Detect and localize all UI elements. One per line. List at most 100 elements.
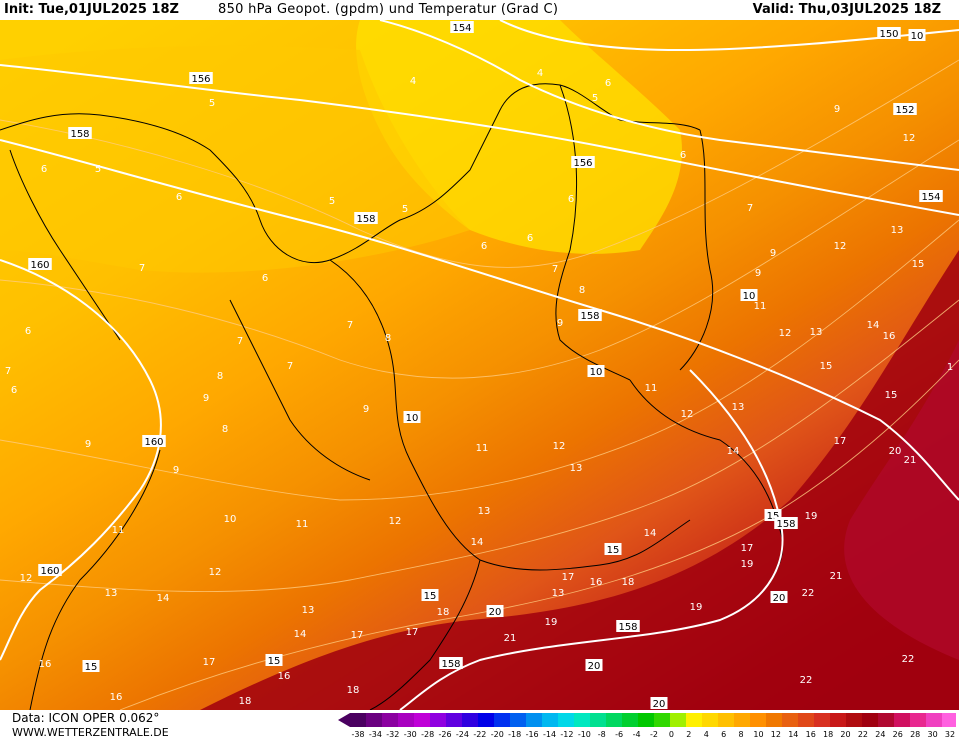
- temperature-label: 7: [347, 320, 353, 331]
- geopotential-label-text: 158: [441, 659, 460, 670]
- temperature-label: 9: [85, 439, 91, 450]
- temperature-label: 12: [834, 241, 847, 252]
- temperature-label: 17: [351, 630, 364, 641]
- legend-label: -6: [615, 730, 623, 739]
- legend-label: -28: [421, 730, 434, 739]
- temperature-label: 14: [644, 528, 657, 539]
- legend-swatch: [542, 713, 558, 727]
- geopotential-label-text: 160: [144, 437, 163, 448]
- legend-label: 12: [771, 730, 781, 739]
- temperature-label: 11: [476, 443, 489, 454]
- temperature-label: 8: [217, 371, 223, 382]
- temperature-label: 17: [562, 572, 575, 583]
- temperature-label: 11: [754, 301, 767, 312]
- temperature-label: 5: [95, 164, 101, 175]
- legend-label: 18: [823, 730, 833, 739]
- legend-label: 16: [806, 730, 816, 739]
- legend-label: -18: [508, 730, 521, 739]
- legend-label: 10: [753, 730, 763, 739]
- temperature-label: 19: [805, 511, 818, 522]
- geopotential-label-text: 158: [776, 519, 795, 530]
- legend-label: -24: [456, 730, 469, 739]
- map-title: 850 hPa Geopot. (gpdm) und Temperatur (G…: [218, 2, 559, 17]
- geopotential-label-text: 152: [895, 105, 914, 116]
- temperature-label: 16: [883, 331, 896, 342]
- temperature-label: 13: [552, 588, 565, 599]
- geopotential-label: 10: [587, 365, 605, 378]
- geopotential-label-box: [877, 27, 901, 39]
- legend-label: -4: [633, 730, 641, 739]
- geopotential-label: 158: [439, 657, 463, 670]
- legend-swatch: [478, 713, 494, 727]
- legend-swatch: [814, 713, 830, 727]
- temperature-label: 6: [680, 150, 686, 161]
- geopotential-label-box: [616, 620, 640, 632]
- geopotential-label-box: [650, 697, 668, 709]
- map-header: Init: Tue,01JUL2025 18Z 850 hPa Geopot. …: [0, 0, 959, 20]
- geopotential-label: 150: [877, 27, 901, 40]
- legend-swatch: [606, 713, 622, 727]
- legend-label: 24: [875, 730, 885, 739]
- legend-label: -34: [369, 730, 382, 739]
- legend-swatch: [350, 713, 366, 727]
- temperature-label: 19: [545, 617, 558, 628]
- geopotential-label: 15: [421, 589, 439, 602]
- data-source: Data: ICON OPER 0.062°: [12, 711, 160, 725]
- geopotential-isolines: [0, 20, 959, 710]
- geopotential-label: 10: [908, 29, 926, 42]
- temperature-label: 6: [527, 233, 533, 244]
- temperature-label: 6: [605, 78, 611, 89]
- temperature-label: 18: [239, 696, 252, 707]
- temperature-label: 12: [553, 441, 566, 452]
- temperature-label: 12: [903, 133, 916, 144]
- temperature-label: 16: [110, 692, 123, 703]
- legend-label: -14: [543, 730, 556, 739]
- temperature-label: 13: [891, 225, 904, 236]
- legend-swatch: [558, 713, 574, 727]
- geopotential-label-box: [450, 21, 474, 33]
- temperature-label: 8: [579, 285, 585, 296]
- legend-swatch: [446, 713, 462, 727]
- geopotential-label: 160: [142, 435, 166, 448]
- legend-swatch: [718, 713, 734, 727]
- geopotential-label: 160: [38, 564, 62, 577]
- legend-label: -8: [598, 730, 606, 739]
- temperature-label: 7: [747, 203, 753, 214]
- legend-swatch: [942, 713, 956, 727]
- legend-label: -32: [386, 730, 399, 739]
- geopotential-label-box: [908, 29, 926, 41]
- geopotential-label: 158: [774, 517, 798, 530]
- geopotential-label-text: 15: [268, 656, 281, 667]
- legend-label: 4: [704, 730, 709, 739]
- geopotential-label-box: [403, 411, 421, 423]
- temperature-label: 14: [727, 446, 740, 457]
- temperature-label: 17: [834, 436, 847, 447]
- geopotential-label-text: 15: [424, 591, 437, 602]
- temperature-label: 7: [287, 361, 293, 372]
- geopotential-label-text: 158: [618, 622, 637, 633]
- temperature-label: 6: [568, 194, 574, 205]
- temperature-label: 13: [732, 402, 745, 413]
- temperature-label: 22: [802, 588, 815, 599]
- temperature-label: 15: [885, 390, 898, 401]
- geopotential-label-text: 158: [356, 214, 375, 225]
- legend-swatch: [654, 713, 670, 727]
- geopotential-label: 10: [403, 411, 421, 424]
- legend-swatch: [670, 713, 686, 727]
- geopotential-label: 158: [68, 127, 92, 140]
- temperature-label: 16: [39, 659, 52, 670]
- temperature-label: 12: [389, 516, 402, 527]
- temperature-label: 1: [947, 362, 953, 373]
- temperature-label: 5: [402, 204, 408, 215]
- legend-swatch: [926, 713, 942, 727]
- temperature-label: 5: [592, 93, 598, 104]
- geopotential-label: 20: [585, 659, 603, 672]
- temperature-label: 21: [904, 455, 917, 466]
- geopotential-label-text: 20: [773, 593, 786, 604]
- legend-label: -20: [491, 730, 504, 739]
- geopotential-label-text: 15: [85, 662, 98, 673]
- temperature-label: 14: [294, 629, 307, 640]
- geopotential-label: 160: [28, 258, 52, 271]
- temperature-label: 13: [810, 327, 823, 338]
